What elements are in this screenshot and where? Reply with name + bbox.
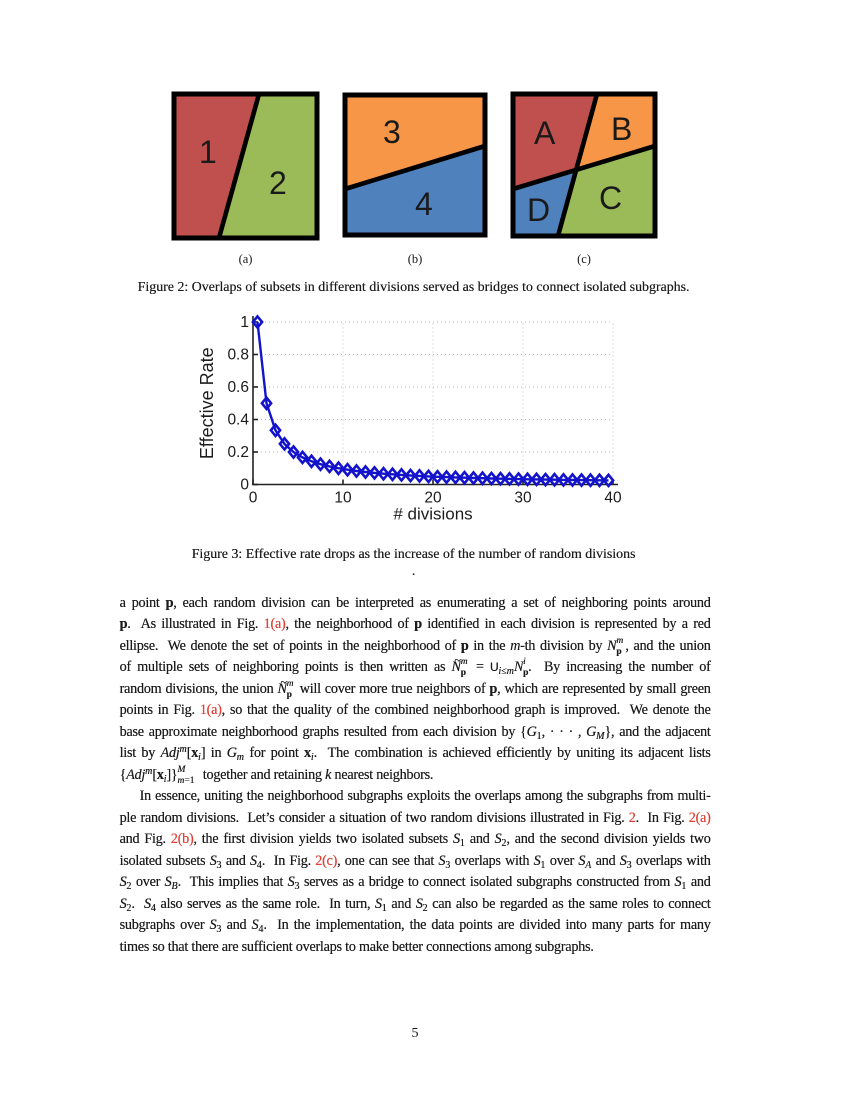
svg-text:# divisions: # divisions — [393, 505, 472, 524]
svg-text:3: 3 — [383, 114, 401, 150]
svg-text:0: 0 — [240, 477, 249, 494]
svg-text:0.2: 0.2 — [227, 444, 249, 461]
svg-text:4: 4 — [415, 186, 433, 222]
svg-text:2: 2 — [269, 165, 287, 201]
svg-text:40: 40 — [604, 490, 622, 507]
svg-text:0.4: 0.4 — [227, 412, 249, 429]
svg-text:0: 0 — [249, 490, 258, 507]
svg-text:1: 1 — [240, 314, 249, 331]
svg-text:20: 20 — [424, 490, 442, 507]
svg-text:10: 10 — [334, 490, 352, 507]
svg-text:A: A — [534, 115, 556, 151]
svg-text:D: D — [527, 192, 550, 228]
svg-text:Effective Rate: Effective Rate — [197, 347, 217, 459]
svg-text:30: 30 — [514, 490, 532, 507]
svg-text:B: B — [611, 111, 632, 147]
svg-text:0.6: 0.6 — [227, 379, 249, 396]
svg-text:1: 1 — [199, 134, 217, 170]
svg-text:C: C — [599, 180, 622, 216]
svg-text:0.8: 0.8 — [227, 347, 249, 364]
